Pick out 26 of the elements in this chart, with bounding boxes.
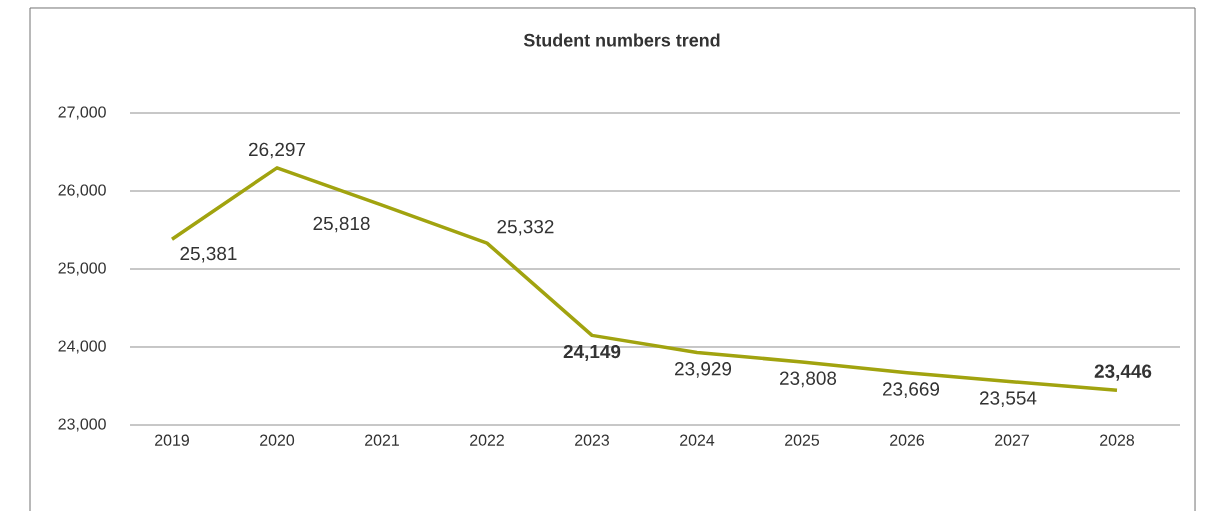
data-label: 23,929 <box>675 362 732 378</box>
x-tick-label: 2019 <box>155 434 189 446</box>
x-tick-label: 2024 <box>680 434 715 446</box>
y-tick-label: 26,000 <box>58 184 106 198</box>
data-label: 26,297 <box>249 142 305 159</box>
x-tick-label: 2021 <box>365 434 399 446</box>
data-label: 25,381 <box>180 246 237 263</box>
data-label: 25,818 <box>313 216 370 233</box>
data-label: 25,332 <box>497 219 554 236</box>
chart-title: Student numbers trend <box>523 33 720 47</box>
x-tick-label: 2025 <box>785 434 820 446</box>
data-label: 23,446 <box>1094 364 1152 381</box>
x-tick-label: 2022 <box>470 434 504 446</box>
y-tick-label: 24,000 <box>58 340 106 354</box>
y-tick-label: 23,000 <box>58 418 106 432</box>
x-tick-label: 2020 <box>260 434 295 446</box>
x-tick-label: 2028 <box>1100 434 1135 446</box>
data-label: 24,149 <box>563 344 621 362</box>
data-label: 23,808 <box>780 371 837 388</box>
x-tick-label: 2026 <box>890 434 925 446</box>
x-tick-label: 2023 <box>575 434 610 446</box>
y-tick-label: 27,000 <box>58 106 106 120</box>
data-label: 23,554 <box>980 391 1037 407</box>
y-tick-label: 25,000 <box>58 262 106 276</box>
x-tick-label: 2027 <box>995 434 1029 446</box>
data-label: 23,669 <box>883 382 940 398</box>
